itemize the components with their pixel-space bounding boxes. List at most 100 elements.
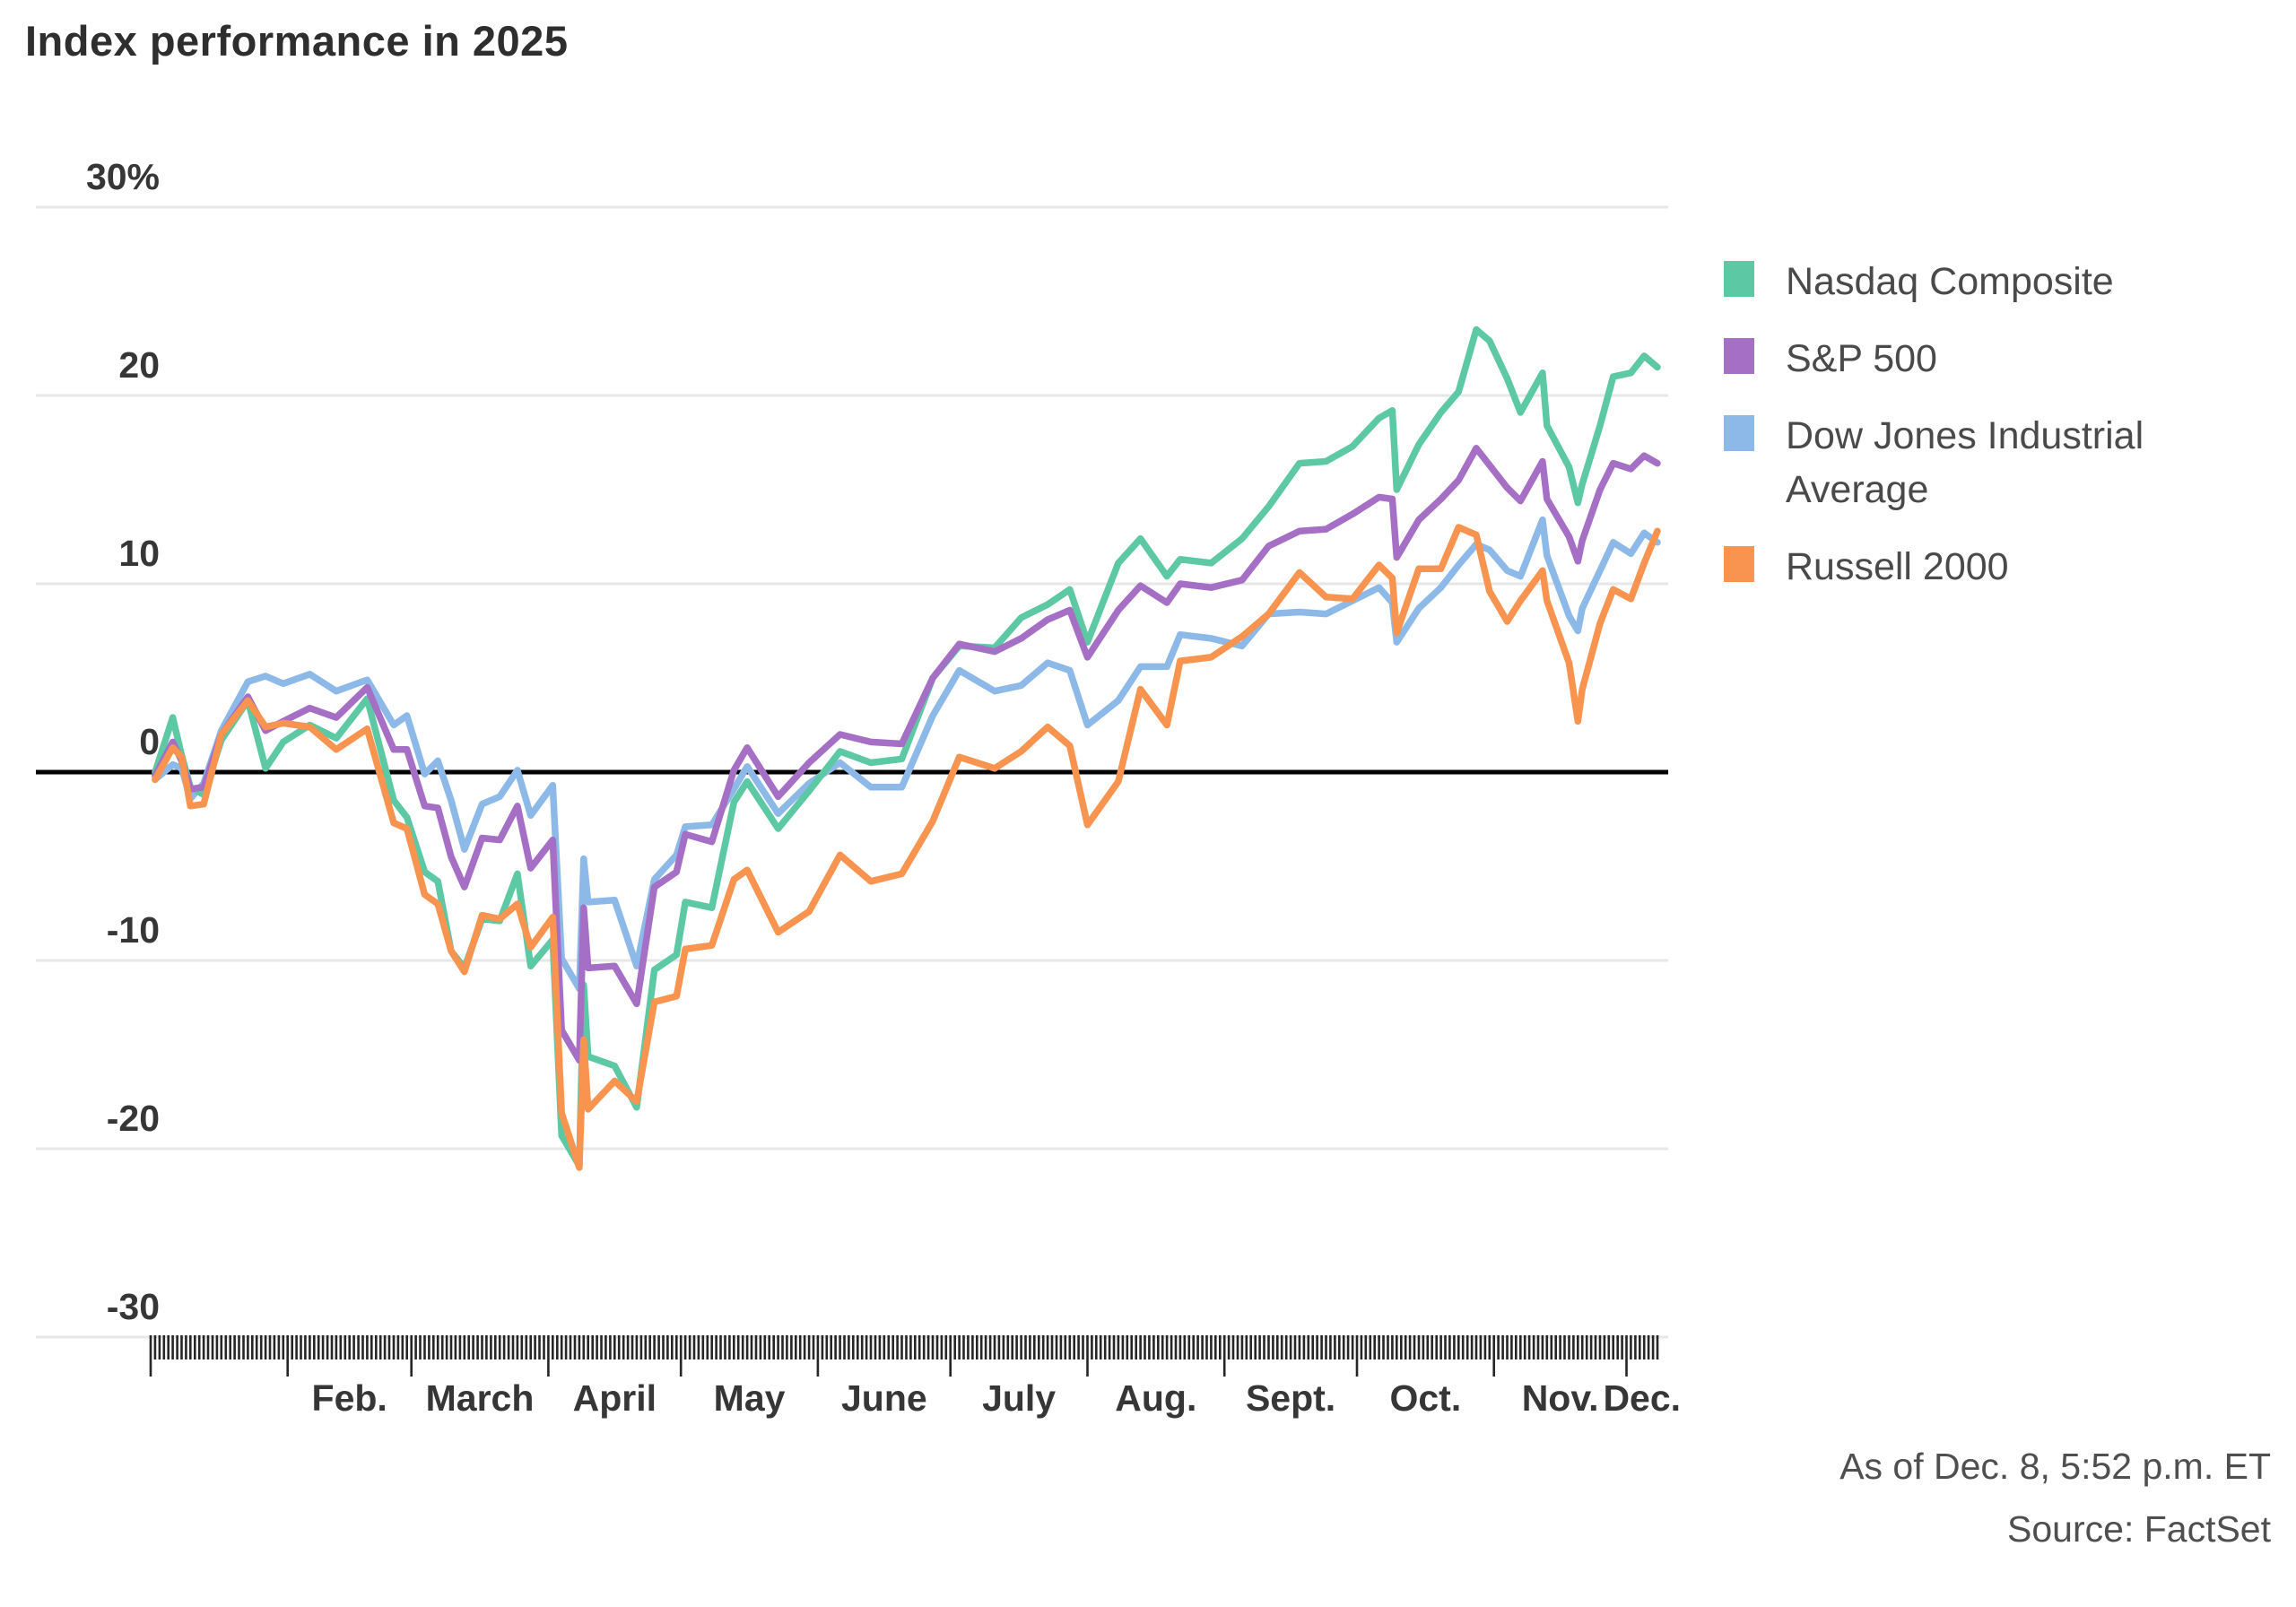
day-tick — [277, 1335, 281, 1359]
day-tick — [1474, 1335, 1478, 1359]
day-tick — [578, 1335, 581, 1359]
day-tick — [582, 1335, 586, 1359]
day-tick — [1554, 1335, 1557, 1359]
day-tick — [383, 1335, 387, 1359]
day-tick — [852, 1335, 855, 1359]
day-tick — [1183, 1335, 1187, 1359]
day-tick — [1387, 1335, 1389, 1359]
day-tick — [490, 1335, 492, 1359]
day-tick — [1302, 1335, 1306, 1359]
day-tick — [1068, 1335, 1072, 1359]
day-tick — [1108, 1335, 1111, 1359]
day-tick — [1457, 1335, 1460, 1359]
day-tick — [1157, 1335, 1160, 1359]
day-tick — [1064, 1335, 1067, 1359]
legend-label-russell-2000: Russell 2000 — [1786, 545, 2009, 588]
day-tick — [728, 1335, 731, 1359]
day-tick — [979, 1335, 983, 1359]
y-tick-label--20: -20 — [106, 1098, 160, 1139]
day-tick — [458, 1335, 462, 1359]
day-tick — [1448, 1335, 1451, 1359]
day-tick — [1245, 1335, 1248, 1359]
day-tick — [613, 1335, 616, 1359]
day-tick — [706, 1335, 709, 1359]
day-tick — [745, 1335, 749, 1359]
day-tick — [1091, 1335, 1093, 1359]
day-tick — [321, 1335, 325, 1359]
legend-swatch-s-p-500 — [1724, 338, 1754, 374]
day-tick — [596, 1335, 598, 1359]
day-tick — [194, 1335, 196, 1359]
month-label-feb: Feb. — [311, 1377, 387, 1419]
day-tick — [1201, 1335, 1204, 1359]
day-tick — [1320, 1335, 1323, 1359]
day-tick — [644, 1335, 648, 1359]
month-start-tick — [547, 1335, 550, 1377]
day-tick — [1121, 1335, 1125, 1359]
day-tick — [185, 1335, 187, 1359]
day-tick — [556, 1335, 559, 1359]
day-tick — [1210, 1335, 1213, 1359]
day-tick — [825, 1335, 829, 1359]
month-start-tick — [816, 1335, 820, 1377]
month-start-tick — [410, 1335, 413, 1377]
month-label-sept: Sept. — [1245, 1377, 1336, 1419]
day-tick — [348, 1335, 351, 1359]
day-tick — [534, 1335, 536, 1359]
day-tick — [224, 1335, 228, 1359]
day-tick — [843, 1335, 846, 1359]
day-tick — [1249, 1335, 1252, 1359]
day-tick — [326, 1335, 329, 1359]
month-label-march: March — [425, 1377, 535, 1419]
day-tick — [543, 1335, 545, 1359]
day-tick — [419, 1335, 422, 1359]
day-tick — [1316, 1335, 1318, 1359]
day-tick — [692, 1335, 696, 1359]
day-tick — [781, 1335, 784, 1359]
day-tick — [552, 1335, 554, 1359]
month-start-tick — [286, 1335, 289, 1377]
month-start-tick — [949, 1335, 952, 1377]
day-tick — [1161, 1335, 1164, 1359]
day-tick — [405, 1335, 408, 1359]
day-tick — [560, 1335, 563, 1359]
legend: Nasdaq Composite S&P 500 Dow Jones Industr… — [1724, 255, 2245, 617]
day-tick — [683, 1335, 687, 1359]
day-tick — [158, 1335, 161, 1359]
day-tick — [993, 1335, 996, 1359]
day-tick — [485, 1335, 488, 1359]
day-tick — [1254, 1335, 1257, 1359]
day-tick — [997, 1335, 1001, 1359]
day-tick — [1400, 1335, 1403, 1359]
day-tick — [463, 1335, 466, 1359]
day-tick — [1329, 1335, 1332, 1359]
month-start-tick — [1086, 1335, 1089, 1377]
day-tick — [1293, 1335, 1297, 1359]
day-tick — [971, 1335, 974, 1359]
day-tick — [366, 1335, 369, 1359]
day-tick — [197, 1335, 201, 1359]
day-tick — [733, 1335, 735, 1359]
legend-label-s-p-500: S&P 500 — [1786, 337, 1937, 380]
day-tick — [1231, 1335, 1235, 1359]
day-tick — [401, 1335, 404, 1359]
day-tick — [1298, 1335, 1301, 1359]
day-tick — [206, 1335, 210, 1359]
month-label-dec: Dec. — [1603, 1377, 1682, 1419]
day-tick — [1015, 1335, 1018, 1359]
day-tick — [445, 1335, 448, 1359]
day-tick — [1126, 1335, 1129, 1359]
day-tick — [502, 1335, 506, 1359]
series-line-russell-2000 — [152, 524, 1661, 1171]
day-tick — [639, 1335, 643, 1359]
day-tick — [834, 1335, 837, 1359]
day-tick — [1426, 1335, 1430, 1359]
day-tick — [958, 1335, 961, 1359]
month-label-nov: Nov. — [1521, 1377, 1599, 1419]
day-tick — [1630, 1335, 1632, 1359]
day-tick — [520, 1335, 524, 1359]
day-tick — [1598, 1335, 1602, 1359]
day-tick — [1360, 1335, 1363, 1359]
day-tick — [564, 1335, 568, 1359]
day-tick — [1024, 1335, 1027, 1359]
